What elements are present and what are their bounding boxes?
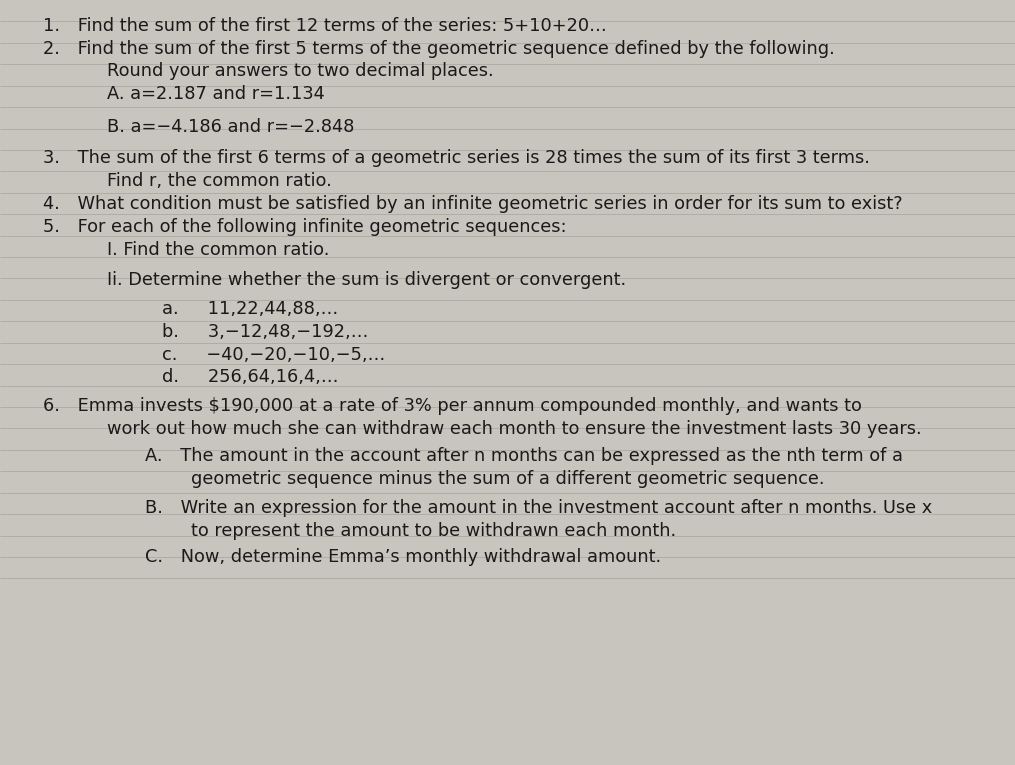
Text: C. Now, determine Emma’s monthly withdrawal amount.: C. Now, determine Emma’s monthly withdra… xyxy=(145,549,661,566)
Text: 2. Find the sum of the first 5 terms of the geometric sequence defined by the fo: 2. Find the sum of the first 5 terms of … xyxy=(43,40,834,57)
Text: d.   256,64,16,4,…: d. 256,64,16,4,… xyxy=(162,369,339,386)
Text: 1. Find the sum of the first 12 terms of the series: 5+10+20…: 1. Find the sum of the first 12 terms of… xyxy=(43,17,606,34)
Text: a.   11,22,44,88,…: a. 11,22,44,88,… xyxy=(162,300,339,317)
Text: Round your answers to two decimal places.: Round your answers to two decimal places… xyxy=(107,63,493,80)
Text: geometric sequence minus the sum of a different geometric sequence.: geometric sequence minus the sum of a di… xyxy=(191,470,824,488)
Text: work out how much she can withdraw each month to ensure the investment lasts 30 : work out how much she can withdraw each … xyxy=(107,420,922,438)
Text: 4. What condition must be satisfied by an infinite geometric series in order for: 4. What condition must be satisfied by a… xyxy=(43,195,902,213)
Text: A. The amount in the account after n months can be expressed as the nth term of : A. The amount in the account after n mon… xyxy=(145,448,903,465)
Text: B. Write an expression for the amount in the investment account after n months. : B. Write an expression for the amount in… xyxy=(145,499,933,516)
Text: 6. Emma invests $190,000 at a rate of 3% per annum compounded monthly, and wants: 6. Emma invests $190,000 at a rate of 3%… xyxy=(43,397,862,415)
Text: I. Find the common ratio.: I. Find the common ratio. xyxy=(107,241,329,259)
Text: 3. The sum of the first 6 terms of a geometric series is 28 times the sum of its: 3. The sum of the first 6 terms of a geo… xyxy=(43,149,870,167)
Text: b.   3,−12,48,−192,…: b. 3,−12,48,−192,… xyxy=(162,323,368,340)
Text: B. a=−4.186 and r=−2.848: B. a=−4.186 and r=−2.848 xyxy=(107,119,354,136)
Text: c.   −40,−20,−10,−5,…: c. −40,−20,−10,−5,… xyxy=(162,346,386,363)
Text: to represent the amount to be withdrawn each month.: to represent the amount to be withdrawn … xyxy=(191,522,676,539)
Text: Find r, the common ratio.: Find r, the common ratio. xyxy=(107,172,331,190)
Text: 5. For each of the following infinite geometric sequences:: 5. For each of the following infinite ge… xyxy=(43,218,566,236)
Text: A. a=2.187 and r=1.134: A. a=2.187 and r=1.134 xyxy=(107,86,325,103)
Text: Ii. Determine whether the sum is divergent or convergent.: Ii. Determine whether the sum is diverge… xyxy=(107,272,625,289)
